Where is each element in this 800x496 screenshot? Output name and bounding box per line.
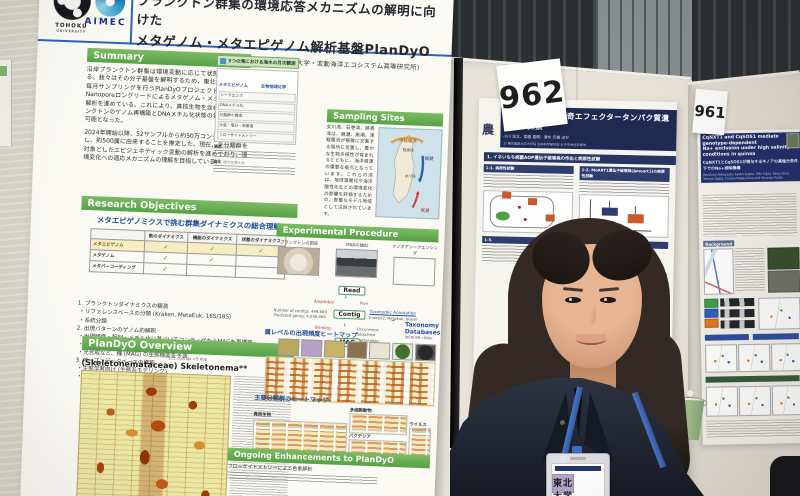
- abstract-text: [702, 193, 798, 237]
- field-photo: [767, 247, 800, 270]
- organism-photo: [369, 341, 391, 360]
- mouth: [576, 334, 606, 345]
- right-authors: Yasufumi Kobayashi, Ryoko Sugita, Miki F…: [703, 171, 790, 182]
- left-poster: TOHOKU UNIVERSITY AIMEC プランクトン群集の環境応答メカニ…: [19, 0, 454, 496]
- right-title-line3: CqNXT1とCqSOS1が関与するキノアの高塩分条件下でのNa+排除機構: [702, 158, 799, 171]
- tohoku-map: 津軽暖流 親潮 黒潮 陸奥湾 女川湾: [375, 127, 443, 220]
- author-photo: [786, 133, 800, 149]
- step-photo: [392, 256, 436, 287]
- aimec-logo-text: AIMEC: [84, 16, 127, 29]
- eye: [600, 297, 616, 304]
- header-divider: [129, 0, 134, 43]
- center-section1-banner: 1. イネいもち病菌AOP遺伝子破壊株の作出と病原性試験: [483, 152, 677, 166]
- monitoring-items: シークエンス DNAメチル化 分類群の構成 水温・塩分・栄養塩 フローサイトメトリー: [216, 90, 296, 143]
- study-site-map: [703, 248, 735, 295]
- map-current-oyashio: 親潮: [424, 155, 434, 162]
- arrow-right-icon: →: [391, 317, 395, 323]
- map-bay-onagawa: 女川湾: [405, 173, 416, 178]
- sampling-text: 女川湾、石巻湾、陸奥湾は、親潮、黒潮、津軽暖流が複雑に交差する場所に位置し、豊か…: [323, 125, 375, 217]
- omics-comparison-table: 数のダイナミクス 機能のダイナミクス 状態のダイナミクス メタエピゲノム ✓ ✓…: [89, 228, 287, 280]
- skeletonema-heatmap: [75, 369, 232, 496]
- nose: [587, 304, 596, 324]
- monitoring-row1-sub: (1世代): [223, 145, 235, 150]
- center-sub11: 1-1. 病原性試験: [483, 164, 574, 174]
- experimental-steps: プランクトンの回収 DNAの抽出 ナノポアシークエンシング: [275, 239, 439, 287]
- monitoring-col2-head: 生物地球化学: [260, 83, 287, 90]
- monitoring-item: フローサイトメトリー: [216, 130, 294, 143]
- flow-stat2: Predicted genes: 4,048,888: [273, 312, 326, 320]
- section-banner: [704, 334, 749, 341]
- organism-photo: [392, 342, 414, 361]
- right-title-line2: Na+ exclusion under high salinity condit…: [702, 145, 790, 159]
- step-photo: [276, 246, 320, 276]
- flow-assembly-label: Assembly: [313, 298, 335, 305]
- foreground-object: [770, 456, 800, 496]
- step-photo: [334, 248, 378, 279]
- background-label: Background: [703, 240, 735, 247]
- right-poster: CqNXT1 and CqSOS1 mediate genotype-depen…: [697, 129, 800, 445]
- section-banner: [705, 375, 800, 383]
- board-number-961: 961: [692, 88, 728, 136]
- center-sub12: 1-2. MoART1遺伝子破壊株(Δmoart1)の病原性試験: [579, 166, 670, 182]
- monitoring-row1-label: 適応: [213, 143, 222, 150]
- flow-assembly-tool: Flye: [359, 300, 368, 306]
- name-badge: 東北大学 北村 茜: [546, 446, 610, 496]
- flow-contig: Contig: [333, 309, 366, 320]
- experimental-step: プランクトンの回収: [275, 239, 323, 282]
- organism-photo: [300, 339, 323, 358]
- group-label-eukaryotes: 真核生物: [253, 412, 272, 419]
- jacket-opening: [574, 388, 583, 438]
- tohoku-logo-subtext: UNIVERSITY: [56, 28, 86, 34]
- map-bay-mutsu: 陸奥湾: [403, 147, 414, 152]
- flow-read: Read: [338, 285, 366, 296]
- sampling-sites-section: Sampling Sites 女川湾、石巻湾、陸奥湾は、親潮、黒潮、津軽暖流が複…: [323, 109, 444, 223]
- monitoring-col1-head: メタエピゲノム: [218, 81, 248, 88]
- experimental-step: ナノポアシークエンシング: [391, 244, 439, 287]
- arrow-down-icon: ↓: [342, 321, 347, 328]
- arrow-down-icon: ↓: [344, 293, 348, 300]
- university-seal-icon: 農: [480, 122, 495, 138]
- experimental-step: DNAの抽出: [333, 241, 381, 284]
- monitoring-diagram: 3つの湾における海水の月次観測 メタエピゲノム 生物地球化学 シークエンス DNA…: [212, 54, 300, 175]
- badge-header-strip: [555, 466, 601, 471]
- eye: [565, 297, 581, 304]
- organism-photo: [323, 340, 346, 358]
- organism-photo: [277, 338, 300, 357]
- jacket-button: [560, 420, 565, 425]
- adjacent-poster-edge: [0, 60, 12, 146]
- field-photo: [767, 270, 800, 293]
- map-current-tsugaru: 津軽暖流: [399, 137, 417, 145]
- board-number-962: 962: [496, 58, 568, 132]
- monitoring-row2-label: 進化: [213, 158, 222, 165]
- mini-heatmap-grid: [348, 413, 408, 436]
- section-banner: [752, 333, 799, 340]
- map-current-kuroshio: 黒潮: [420, 207, 430, 214]
- badge-clip: [572, 446, 582, 454]
- ceiling-light-panel: [596, 0, 692, 80]
- organism-photo: [414, 343, 437, 362]
- organism-photo: [346, 341, 368, 359]
- aimec-logo-icon: [94, 0, 126, 18]
- monitoring-title: 3つの湾における海水の月次観測: [216, 54, 300, 70]
- sampling-heading: Sampling Sites: [326, 109, 444, 127]
- badge-organization: 東北大学: [552, 474, 574, 496]
- person-face: [524, 221, 659, 372]
